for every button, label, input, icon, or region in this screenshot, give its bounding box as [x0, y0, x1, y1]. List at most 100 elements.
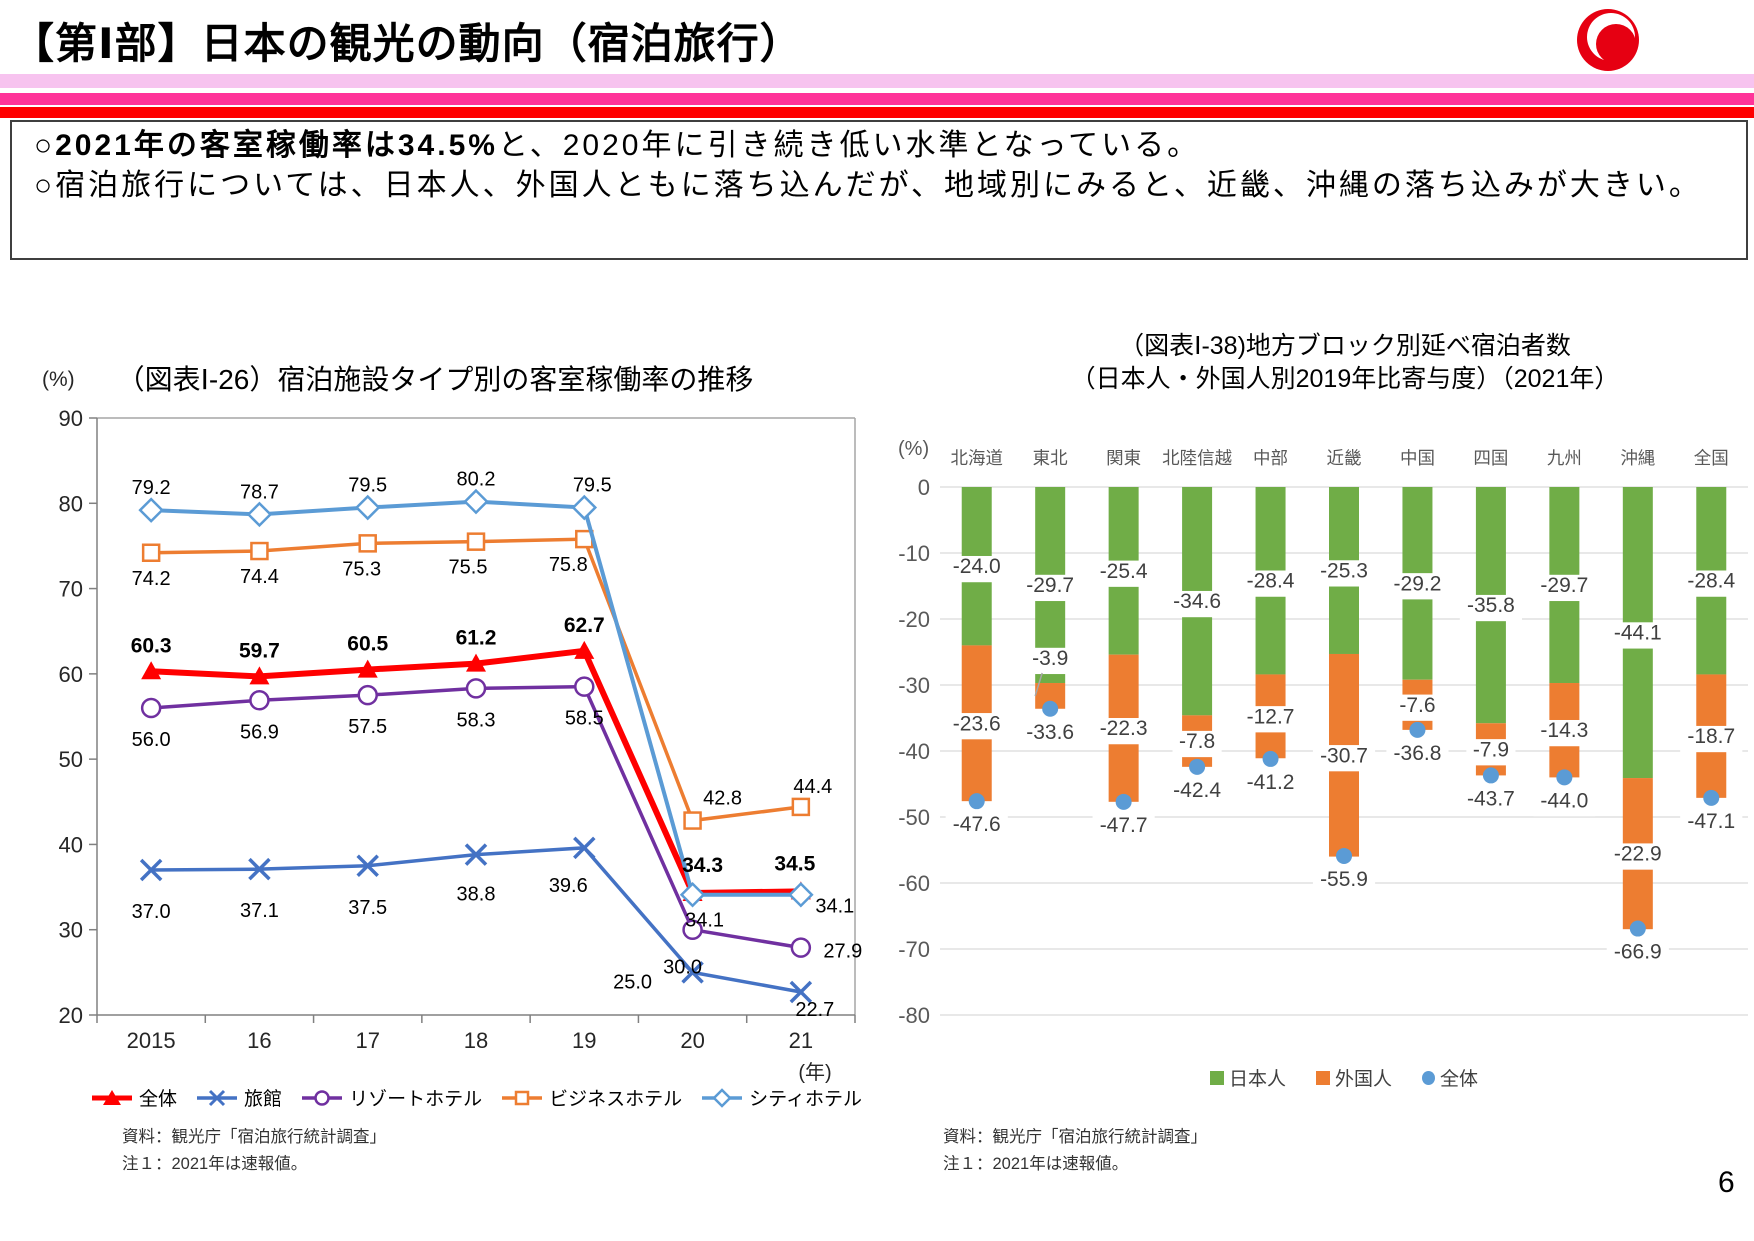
- svg-text:東北: 東北: [1033, 448, 1068, 468]
- legend-item-全体: 全体: [90, 1084, 177, 1111]
- svg-text:0: 0: [918, 475, 930, 500]
- svg-text:四国: 四国: [1473, 448, 1508, 468]
- svg-text:-40: -40: [898, 739, 930, 764]
- svg-text:北陸信越: 北陸信越: [1162, 448, 1232, 468]
- right-chart-unit-label: (%): [898, 438, 930, 460]
- svg-text:21: 21: [789, 1028, 813, 1053]
- summary-bullet-1-bold: 2021年の客室稼働率は34.5%: [55, 129, 498, 162]
- svg-text:-28.4: -28.4: [1687, 570, 1735, 593]
- legend-item-リゾートホテル: リゾートホテル: [300, 1084, 482, 1111]
- svg-text:30: 30: [59, 918, 83, 943]
- legend-label: 全体: [139, 1089, 178, 1110]
- svg-text:56.0: 56.0: [132, 729, 171, 751]
- right-chart-source: 資料：観光庁「宿泊旅行統計調査」: [943, 1128, 1207, 1146]
- header-stripe-magenta: [0, 93, 1754, 105]
- svg-text:-7.8: -7.8: [1179, 730, 1215, 753]
- svg-text:16: 16: [247, 1028, 271, 1053]
- square-swatch-icon: [1209, 1070, 1224, 1085]
- svg-text:56.9: 56.9: [240, 721, 279, 743]
- left-chart-notes: 資料：観光庁「宿泊旅行統計調査」 注１：2021年は速報値。: [122, 1124, 386, 1178]
- legend-label: 日本人: [1228, 1069, 1286, 1090]
- summary-box: ○2021年の客室稼働率は34.5%と、2020年に引き続き低い水準となっている…: [10, 120, 1748, 260]
- left-chart-unit-label: (%): [42, 368, 75, 391]
- svg-text:-30.7: -30.7: [1320, 744, 1368, 767]
- legend-label: ビジネスホテル: [549, 1089, 683, 1110]
- legend-item-ビジネスホテル: ビジネスホテル: [500, 1084, 682, 1111]
- legend-item-日本人: 日本人: [1209, 1064, 1286, 1091]
- svg-text:38.8: 38.8: [457, 884, 496, 906]
- header-stripe-red: [0, 107, 1754, 118]
- svg-text:-44.0: -44.0: [1540, 789, 1588, 812]
- x-marker-icon: [197, 1089, 238, 1106]
- svg-text:-20: -20: [898, 607, 930, 632]
- svg-text:58.5: 58.5: [565, 708, 604, 730]
- svg-text:-44.1: -44.1: [1614, 622, 1662, 645]
- svg-text:18: 18: [464, 1028, 488, 1053]
- svg-text:-35.8: -35.8: [1467, 594, 1515, 617]
- svg-text:-43.7: -43.7: [1467, 787, 1515, 810]
- right-chart-title-line1: （図表Ⅰ-38)地方ブロック別延べ宿泊者数: [1119, 332, 1571, 360]
- svg-text:58.3: 58.3: [457, 709, 496, 731]
- legend-label: 全体: [1440, 1069, 1479, 1090]
- svg-text:-18.7: -18.7: [1687, 725, 1735, 748]
- svg-text:-28.4: -28.4: [1247, 570, 1295, 593]
- svg-text:79.5: 79.5: [348, 475, 387, 497]
- svg-text:-60: -60: [898, 871, 930, 896]
- svg-text:74.2: 74.2: [132, 568, 171, 590]
- svg-text:-47.7: -47.7: [1100, 814, 1148, 837]
- svg-text:-23.6: -23.6: [953, 712, 1001, 735]
- svg-text:-24.0: -24.0: [953, 555, 1001, 578]
- diamond-marker-icon: [702, 1087, 743, 1108]
- sun-circle-icon: [1577, 9, 1639, 71]
- svg-text:20: 20: [680, 1028, 704, 1053]
- svg-text:60: 60: [59, 662, 83, 687]
- circle-marker-icon: [302, 1089, 343, 1106]
- svg-text:-66.9: -66.9: [1614, 941, 1662, 964]
- svg-text:-30: -30: [898, 673, 930, 698]
- svg-text:-70: -70: [898, 937, 930, 962]
- svg-text:75.5: 75.5: [449, 557, 488, 579]
- svg-text:-22.3: -22.3: [1100, 717, 1148, 740]
- svg-text:61.2: 61.2: [456, 627, 497, 650]
- svg-text:2015: 2015: [127, 1028, 176, 1053]
- svg-text:34.3: 34.3: [682, 854, 723, 877]
- right-chart-legend: 日本人 外国人 全体: [940, 1064, 1748, 1091]
- svg-text:-29.7: -29.7: [1026, 574, 1074, 597]
- svg-text:25.0: 25.0: [613, 971, 652, 993]
- svg-text:-25.3: -25.3: [1320, 559, 1368, 582]
- svg-text:37.1: 37.1: [240, 900, 279, 922]
- svg-text:-10: -10: [898, 541, 930, 566]
- svg-text:34.1: 34.1: [815, 896, 854, 918]
- svg-text:-34.6: -34.6: [1173, 590, 1221, 613]
- svg-text:62.7: 62.7: [564, 614, 605, 637]
- svg-text:-12.7: -12.7: [1247, 705, 1295, 728]
- svg-text:17: 17: [355, 1028, 379, 1053]
- page-number: 6: [1718, 1166, 1735, 1199]
- svg-text:60.5: 60.5: [347, 633, 388, 656]
- square-marker-icon: [502, 1090, 543, 1105]
- svg-text:-80: -80: [898, 1003, 930, 1028]
- svg-text:59.7: 59.7: [239, 639, 280, 662]
- svg-text:-7.6: -7.6: [1399, 694, 1435, 717]
- svg-text:-47.6: -47.6: [953, 813, 1001, 836]
- left-chart-legend: 全体 旅館 リゾートホテル ビジネスホテル シティホテル: [92, 1084, 862, 1111]
- svg-text:70: 70: [59, 577, 83, 602]
- svg-text:44.4: 44.4: [793, 776, 832, 798]
- svg-text:57.5: 57.5: [348, 716, 387, 738]
- svg-text:37.5: 37.5: [348, 897, 387, 919]
- svg-text:40: 40: [59, 832, 83, 857]
- svg-text:-3.9: -3.9: [1032, 647, 1068, 670]
- svg-text:-14.3: -14.3: [1540, 719, 1588, 742]
- svg-text:60.3: 60.3: [131, 634, 172, 657]
- legend-label: シティホテル: [749, 1089, 862, 1110]
- svg-text:近畿: 近畿: [1327, 448, 1362, 468]
- right-chart-footnote: 注１：2021年は速報値。: [943, 1155, 1129, 1173]
- svg-text:-50: -50: [898, 805, 930, 830]
- legend-item-全体: 全体: [1422, 1064, 1478, 1091]
- svg-text:-25.4: -25.4: [1100, 560, 1148, 583]
- svg-text:50: 50: [59, 747, 83, 772]
- svg-text:(年): (年): [798, 1061, 831, 1084]
- svg-text:79.5: 79.5: [573, 475, 612, 497]
- square-swatch-icon: [1315, 1070, 1330, 1085]
